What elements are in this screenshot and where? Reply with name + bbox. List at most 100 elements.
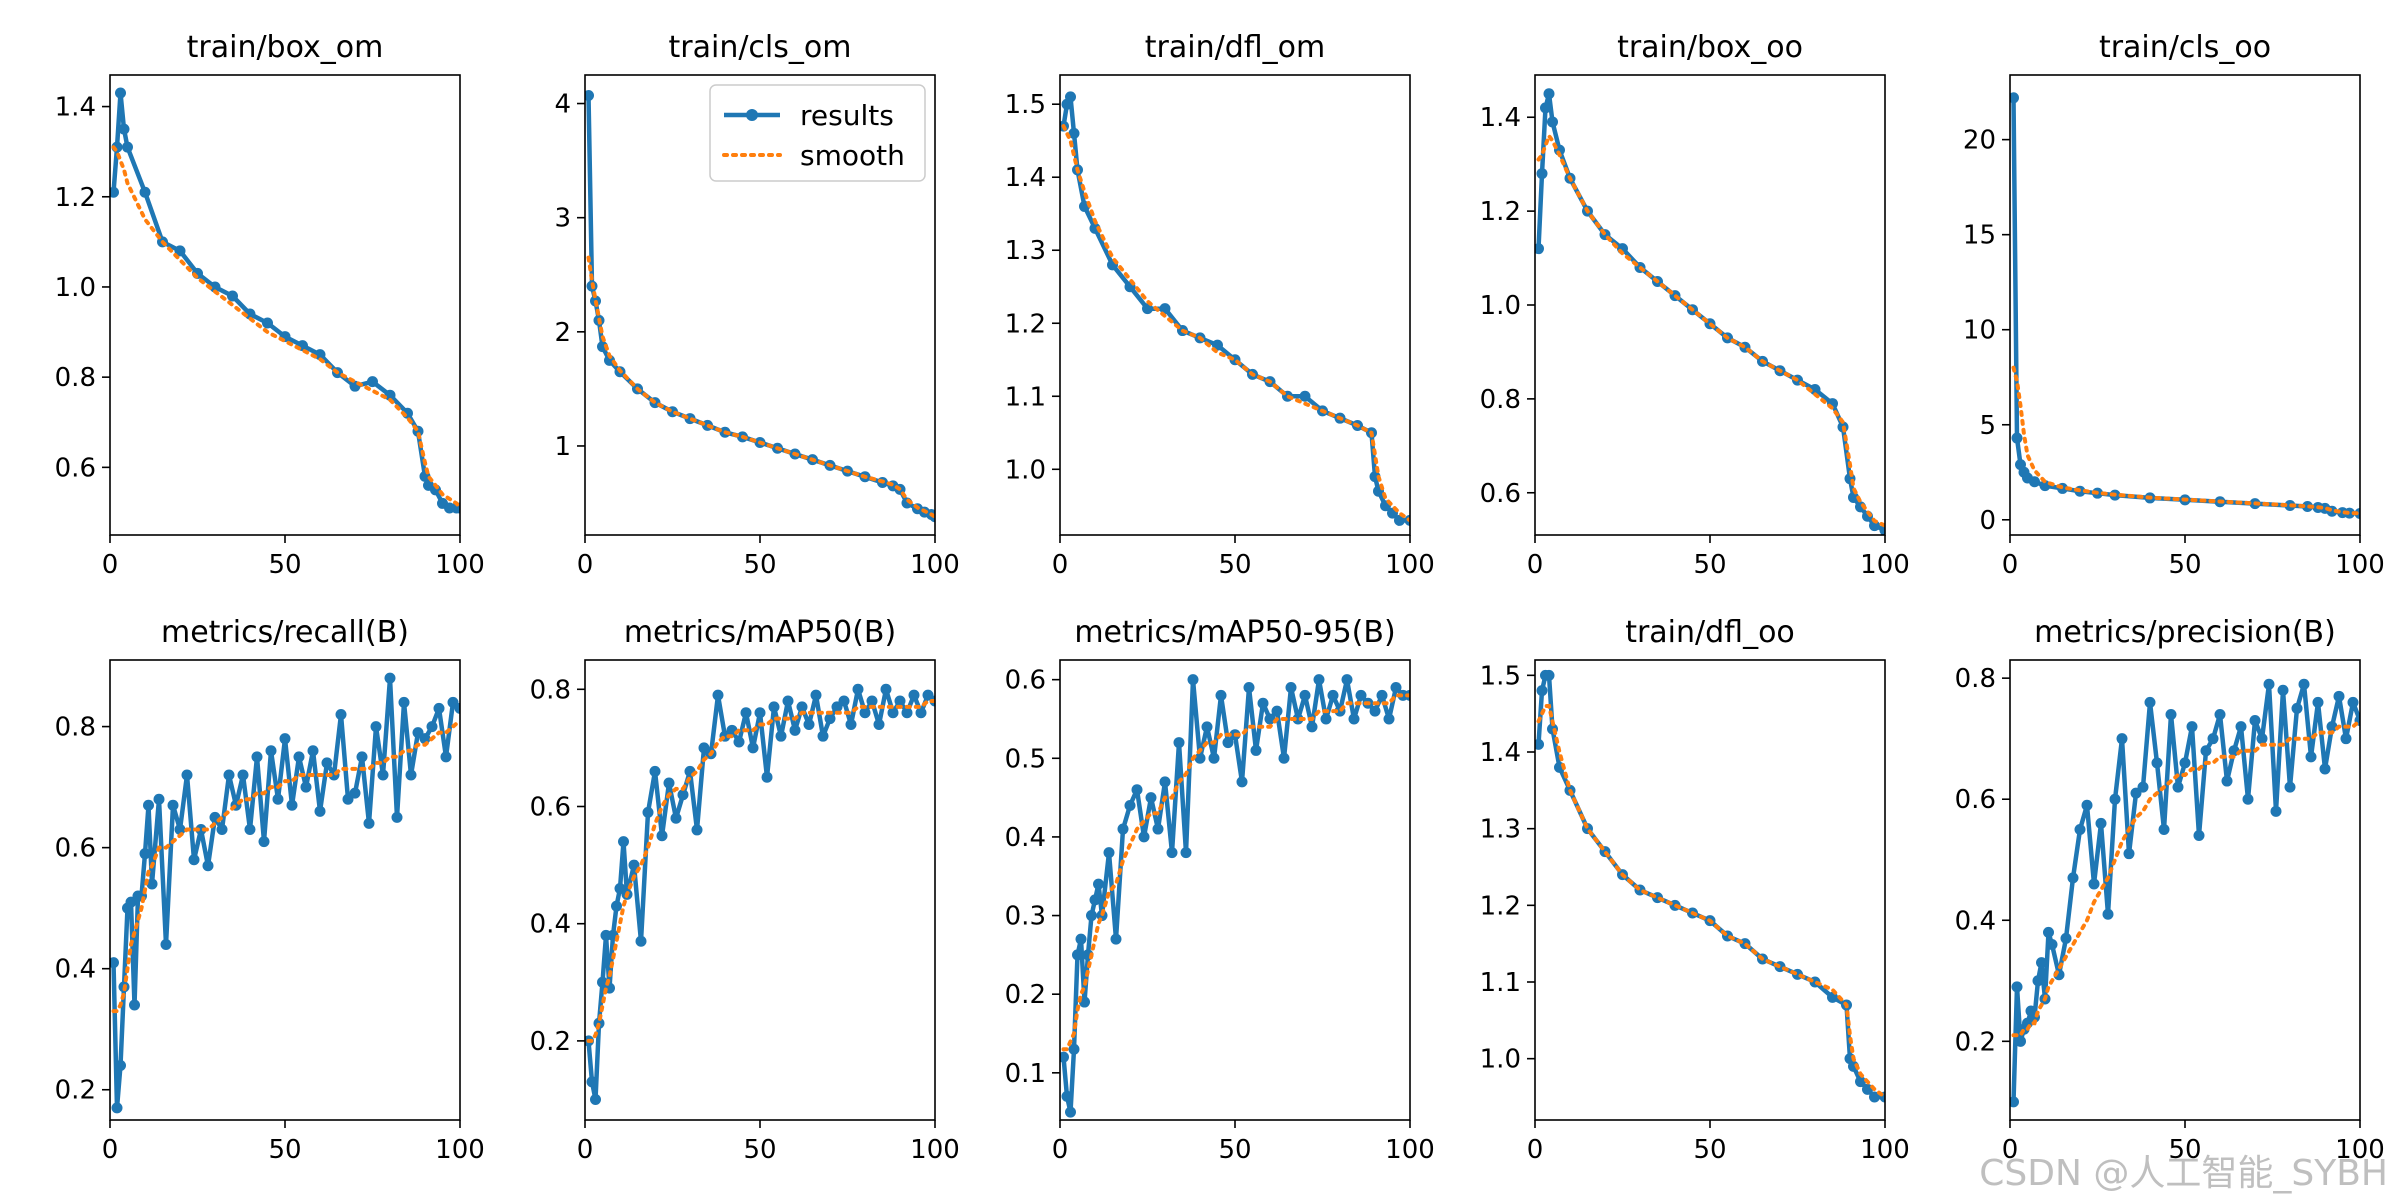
data-point-results (1355, 689, 1367, 701)
data-point-results (1243, 682, 1255, 694)
data-point-results (202, 860, 214, 872)
y-tick-label: 1.3 (1005, 236, 1046, 266)
data-point-results (1278, 752, 1290, 764)
series-line-smooth (2011, 365, 2360, 516)
data-point-results (146, 878, 158, 890)
x-tick-label: 0 (2002, 1135, 2019, 1165)
data-point-results (782, 695, 794, 707)
data-point-results (167, 799, 179, 811)
x-tick-label: 0 (1527, 1135, 1544, 1165)
data-point-results (586, 1076, 598, 1088)
legend-label-results: results (800, 99, 894, 132)
data-point-results (1201, 721, 1213, 733)
data-point-results (426, 721, 438, 733)
chart-panel-6: metrics/recall(B) 0 50 100 0.2 0.4 0.6 0.8 (55, 615, 485, 1165)
y-tick-label: 0.4 (530, 910, 571, 940)
data-point-results (618, 836, 629, 848)
data-point-results (1390, 682, 1402, 694)
y-tick-label: 0.8 (55, 363, 96, 393)
data-point-results (635, 935, 647, 947)
data-point-results (1809, 383, 1821, 395)
data-point-results (2256, 733, 2268, 745)
data-point-results (817, 730, 829, 742)
x-tick-label: 0 (577, 550, 594, 580)
data-point-results (314, 349, 326, 361)
axes-frame (1534, 659, 1886, 1121)
data-point-results (2298, 678, 2310, 690)
data-point-results (1124, 799, 1136, 811)
y-tick-label: 1.3 (1480, 815, 1521, 845)
y-tick-label: 0.1 (1005, 1059, 1046, 1089)
y-tick-label: 0.2 (1005, 980, 1046, 1010)
data-point-results (1285, 682, 1297, 694)
y-tick-label: 0.3 (1005, 902, 1046, 932)
data-point-results (1194, 752, 1206, 764)
data-point-results (733, 736, 745, 748)
y-tick-label: 4 (554, 90, 571, 120)
data-point-results (209, 281, 221, 293)
data-point-results (1138, 831, 1150, 843)
data-point-results (384, 389, 396, 401)
data-point-results (2081, 799, 2093, 811)
y-tick-label: 5 (1979, 411, 1996, 441)
x-tick-label: 100 (1385, 550, 1435, 580)
x-tick-label: 0 (1052, 1135, 1069, 1165)
data-point-results (1320, 713, 1332, 725)
data-point-results (111, 1102, 123, 1114)
series-line-results (2011, 97, 2360, 516)
data-point-results (258, 836, 270, 848)
data-point-results (838, 695, 850, 707)
chart-title: train/dfl_oo (1625, 615, 1795, 650)
chart-title: train/dfl_om (1145, 30, 1325, 65)
data-point-results (712, 689, 724, 701)
data-point-results (1222, 737, 1234, 749)
x-tick-label: 100 (435, 550, 485, 580)
data-point-results (454, 702, 460, 714)
y-tick-label: 0.2 (55, 1076, 96, 1106)
data-point-results (244, 823, 256, 835)
data-point-results (1341, 674, 1353, 686)
data-point-results (2010, 92, 2019, 104)
data-point-results (272, 793, 284, 805)
data-point-results (1535, 738, 1544, 750)
data-point-results (2102, 908, 2114, 920)
data-point-results (433, 702, 445, 714)
chart-title: train/box_oo (1617, 30, 1803, 65)
data-point-results (122, 141, 133, 153)
data-point-results (2305, 751, 2317, 763)
data-point-results (195, 823, 207, 835)
y-tick-label: 0.4 (1955, 906, 1996, 936)
data-point-results (293, 751, 305, 763)
data-point-results (1065, 91, 1076, 103)
y-tick-label: 1.5 (1480, 661, 1521, 691)
data-point-results (585, 90, 594, 102)
y-tick-label: 0.6 (1480, 479, 1521, 509)
data-point-results (796, 701, 808, 713)
y-tick-label: 0.8 (55, 713, 96, 743)
data-point-results (216, 823, 228, 835)
series-line-results (111, 90, 460, 511)
data-point-results (251, 751, 263, 763)
series-line-results (1061, 94, 1410, 523)
data-point-results (335, 708, 347, 720)
data-point-results (153, 793, 165, 805)
series-line-results (2011, 681, 2360, 1102)
legend-marker-results (746, 109, 758, 121)
data-point-results (887, 707, 899, 719)
data-point-results (391, 811, 403, 823)
y-tick-label: 0.2 (530, 1027, 571, 1057)
data-point-results (803, 718, 815, 730)
data-point-results (1257, 697, 1269, 709)
data-point-results (139, 848, 151, 860)
data-point-results (2319, 763, 2331, 775)
chart-panel-4: train/box_oo 0 50 100 0.6 0.8 1.0 1.2 1.4 (1480, 30, 1910, 580)
y-tick-label: 0.6 (55, 453, 96, 483)
x-tick-label: 0 (102, 550, 119, 580)
data-point-results (237, 769, 249, 781)
data-point-results (747, 742, 759, 754)
data-point-results (1065, 1106, 1076, 1118)
data-point-results (1072, 949, 1083, 961)
data-point-results (1547, 116, 1558, 128)
y-tick-label: 0.8 (1480, 385, 1521, 415)
data-point-results (590, 1093, 601, 1105)
